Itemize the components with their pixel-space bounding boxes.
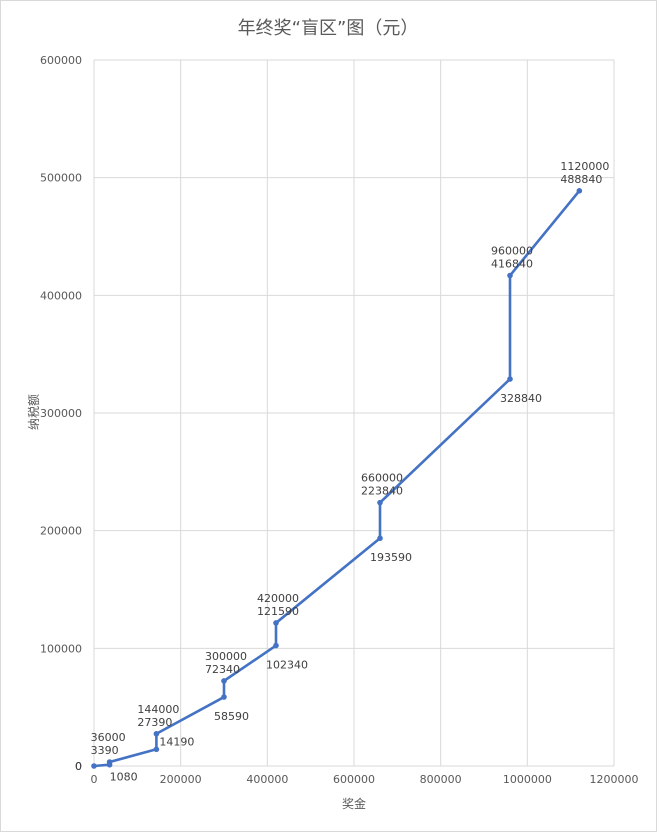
data-label: 328840 [500,392,542,405]
y-tick-label: 600000 [40,54,82,67]
y-tick-label: 300000 [40,407,82,420]
y-tick-label: 0 [75,760,82,773]
y-axis-ticks: 0 100000 200000 300000 400000 500000 600000 [40,54,82,773]
data-label: 300000 [205,650,247,663]
data-label: 223840 [361,485,403,498]
x-tick-label: 1200000 [590,773,639,786]
data-label: 72340 [205,663,240,676]
data-label: 960000 [491,245,533,258]
series-group [91,187,583,769]
data-point [507,272,513,279]
data-label: 14190 [159,735,194,748]
y-tick-label: 100000 [40,642,82,655]
data-label: 144000 [137,703,179,716]
data-label: 488840 [560,173,602,186]
x-tick-label: 1000000 [503,773,552,786]
data-label: 121590 [257,605,299,618]
data-point [91,763,97,769]
x-tick-label: 200000 [160,773,202,786]
y-tick-label: 400000 [40,289,82,302]
data-point [576,187,583,194]
x-axis-ticks: 0 200000 400000 600000 800000 1000000 1200000 [91,773,639,786]
data-label: 416840 [491,258,533,271]
data-label: 1120000 [560,160,609,173]
series-line [93,189,581,768]
x-axis-label: 奖金 [342,796,366,811]
data-label: 0 [75,760,82,773]
data-label: 193590 [370,551,412,564]
x-tick-label: 400000 [246,773,288,786]
data-point [273,642,279,649]
data-label: 1080 [110,771,138,784]
data-point [106,759,113,765]
data-point [153,730,160,737]
data-label: 36000 [91,731,126,744]
y-tick-label: 500000 [40,172,82,185]
data-label: 3390 [91,744,119,757]
data-label: 102340 [266,659,308,672]
chart-title: 年终奖“盲区”图（元） [238,18,419,39]
data-point [221,678,227,684]
data-point [507,376,513,382]
data-point [153,746,160,753]
data-point [377,535,383,542]
x-tick-label: 800000 [420,773,462,786]
data-label: 420000 [257,592,299,605]
data-point [377,499,383,506]
y-tick-label: 200000 [40,525,82,538]
x-tick-label: 0 [91,773,98,786]
data-label: 58590 [214,710,249,723]
data-label: 27390 [137,716,172,729]
data-point [221,694,227,700]
data-point [273,620,279,626]
grid-lines [93,59,615,767]
data-label: 660000 [361,472,403,485]
x-tick-label: 600000 [333,773,375,786]
y-axis-label: 纳税额 [27,394,41,430]
